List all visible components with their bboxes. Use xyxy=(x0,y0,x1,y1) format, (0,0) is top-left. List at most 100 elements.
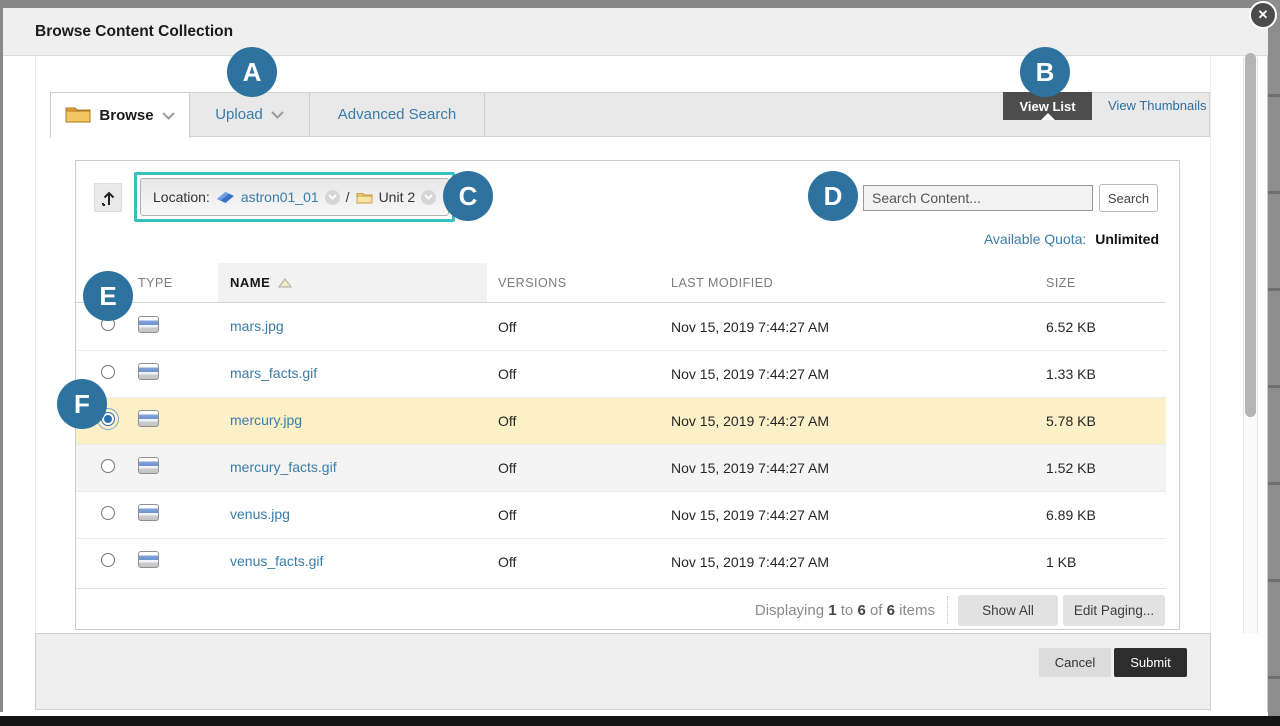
annotation-circle-d: D xyxy=(808,171,858,221)
table-row: mars.jpg Off Nov 15, 2019 7:44:27 AM 6.5… xyxy=(76,303,1166,350)
path-separator: / xyxy=(345,189,350,205)
image-file-icon xyxy=(138,457,159,474)
size-cell: 1.33 KB xyxy=(1046,366,1096,382)
last-modified-cell: Nov 15, 2019 7:44:27 AM xyxy=(671,366,829,382)
versions-cell: Off xyxy=(498,507,517,523)
file-table: TYPE NAME VERSIONS LAST MODIFIED SIZE ma… xyxy=(76,263,1166,585)
versions-cell: Off xyxy=(498,318,517,335)
last-modified-cell: Nov 15, 2019 7:44:27 AM xyxy=(671,460,829,476)
folder-menu-button[interactable] xyxy=(421,189,437,205)
image-file-icon xyxy=(138,410,159,427)
course-icon xyxy=(216,191,234,203)
view-thumbnails-link[interactable]: View Thumbnails xyxy=(1108,92,1207,120)
image-file-icon xyxy=(138,363,159,380)
file-name-link[interactable]: mars_facts.gif xyxy=(230,365,318,381)
folder-icon xyxy=(65,104,91,127)
search-input[interactable] xyxy=(863,185,1093,211)
annotation-circle-f: F xyxy=(57,379,107,429)
column-header-name[interactable]: NAME xyxy=(218,263,487,302)
tab-advanced-search[interactable]: Advanced Search xyxy=(310,93,485,136)
edit-paging-button[interactable]: Edit Paging... xyxy=(1063,594,1165,626)
page-edge-left xyxy=(0,8,3,712)
file-name-link[interactable]: mercury.jpg xyxy=(230,412,303,428)
last-modified-cell: Nov 15, 2019 7:44:27 AM xyxy=(671,413,829,429)
last-modified-cell: Nov 15, 2019 7:44:27 AM xyxy=(671,554,829,570)
size-cell: 1 KB xyxy=(1046,554,1077,570)
dialog-title: Browse Content Collection xyxy=(35,22,234,40)
paging-divider xyxy=(947,596,948,624)
versions-cell: Off xyxy=(498,366,517,382)
course-menu-button[interactable] xyxy=(324,189,340,205)
displaying-text: Displaying 1 to 6 of 6 items xyxy=(754,601,935,619)
tab-bar: Browse Upload Advanced Search View List … xyxy=(50,92,1210,138)
available-quota: Available Quota: Unlimited xyxy=(984,231,1159,247)
quota-label: Available Quota: xyxy=(983,231,1087,247)
table-row: mercury_facts.gif Off Nov 15, 2019 7:44:… xyxy=(76,444,1166,491)
image-file-icon xyxy=(138,551,159,568)
view-thumbnails-label: View Thumbnails xyxy=(1108,98,1207,113)
last-modified-cell: Nov 15, 2019 7:44:27 AM xyxy=(671,507,829,523)
cancel-button[interactable]: Cancel xyxy=(1039,648,1111,677)
breadcrumb-course-link[interactable]: astron01_01 xyxy=(240,189,319,205)
location-label: Location: xyxy=(153,189,210,205)
show-all-button[interactable]: Show All xyxy=(958,594,1058,626)
sort-ascending-icon xyxy=(278,277,293,287)
table-row: mars_facts.gif Off Nov 15, 2019 7:44:27 … xyxy=(76,350,1166,397)
dialog-titlebar: Browse Content Collection xyxy=(3,8,1268,56)
search-button[interactable]: Search xyxy=(1099,184,1158,212)
annotation-circle-b: B xyxy=(1020,47,1070,97)
last-modified-cell: Nov 15, 2019 7:44:27 AM xyxy=(671,318,829,335)
page-edge-top xyxy=(0,0,1280,8)
versions-cell: Off xyxy=(498,413,517,429)
panel-frame xyxy=(35,56,1211,633)
row-radio[interactable] xyxy=(101,364,115,379)
tab-advanced-search-label: Advanced Search xyxy=(337,106,457,123)
file-name-link[interactable]: venus.jpg xyxy=(230,506,290,522)
chevron-down-icon xyxy=(271,110,284,119)
size-cell: 5.78 KB xyxy=(1046,413,1096,429)
image-file-icon xyxy=(138,504,159,521)
scrollbar-thumb[interactable] xyxy=(1245,53,1256,417)
chevron-down-icon xyxy=(328,194,337,200)
submit-button[interactable]: Submit xyxy=(1114,648,1187,677)
versions-cell: Off xyxy=(498,554,517,570)
table-row: venus.jpg Off Nov 15, 2019 7:44:27 AM 6.… xyxy=(76,491,1166,538)
table-header-row: TYPE NAME VERSIONS LAST MODIFIED SIZE xyxy=(76,263,1166,303)
row-radio[interactable] xyxy=(101,552,115,567)
table-row: mercury.jpg Off Nov 15, 2019 7:44:27 AM … xyxy=(76,397,1166,444)
up-directory-button[interactable] xyxy=(94,183,122,212)
row-radio[interactable] xyxy=(101,458,115,473)
close-button[interactable]: ✕ xyxy=(1249,1,1277,29)
image-file-icon xyxy=(138,315,159,333)
tab-browse[interactable]: Browse xyxy=(50,92,190,138)
chevron-down-icon xyxy=(161,111,175,120)
content-container: Location: astron01_01 / Unit 2 xyxy=(75,160,1180,630)
location-highlight-box: Location: astron01_01 / Unit 2 xyxy=(134,172,456,222)
folder-icon xyxy=(356,192,373,203)
page-edge-right xyxy=(1268,0,1280,726)
page-edge-bottom xyxy=(0,716,1280,726)
size-cell: 1.52 KB xyxy=(1046,460,1096,476)
column-header-type: TYPE xyxy=(138,275,173,290)
tab-browse-label: Browse xyxy=(99,107,154,124)
chevron-down-icon xyxy=(424,194,433,200)
size-cell: 6.52 KB xyxy=(1046,318,1096,335)
file-name-link[interactable]: venus_facts.gif xyxy=(230,553,324,569)
tab-upload[interactable]: Upload xyxy=(190,93,310,136)
column-header-size: SIZE xyxy=(1046,275,1076,290)
file-name-link[interactable]: mercury_facts.gif xyxy=(230,459,337,475)
row-radio[interactable] xyxy=(101,505,115,520)
breadcrumb-folder-label: Unit 2 xyxy=(378,189,416,205)
tab-upload-label: Upload xyxy=(215,106,263,123)
size-cell: 6.89 KB xyxy=(1046,507,1096,523)
up-directory-icon xyxy=(102,191,115,206)
annotation-circle-a: A xyxy=(227,47,277,97)
view-list-label: View List xyxy=(1019,98,1076,114)
annotation-circle-e: E xyxy=(83,271,133,321)
file-name-link[interactable]: mars.jpg xyxy=(230,317,284,334)
quota-value: Unlimited xyxy=(1095,231,1159,247)
paging-bar: Displaying 1 to 6 of 6 items Show All Ed… xyxy=(76,588,1166,631)
column-header-versions: VERSIONS xyxy=(498,275,567,290)
close-icon: ✕ xyxy=(1257,7,1269,22)
